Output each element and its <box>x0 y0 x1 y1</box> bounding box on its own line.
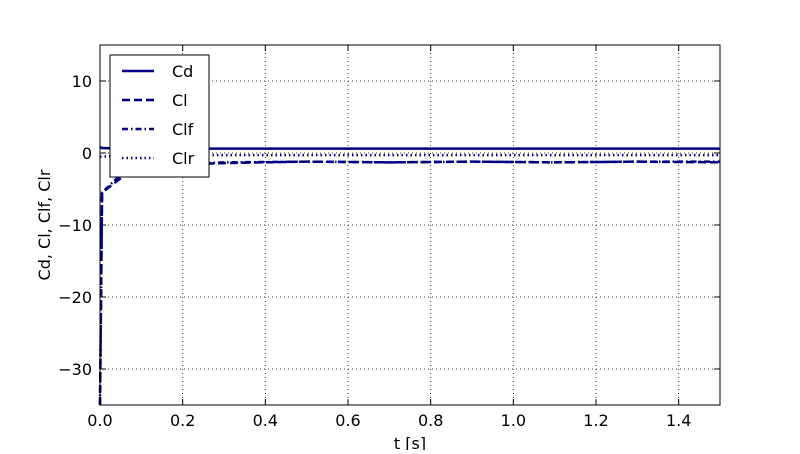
y-tick-label: −10 <box>58 216 92 235</box>
legend-box <box>109 54 210 178</box>
series-line <box>98 160 721 406</box>
x-tick-label: 0.2 <box>170 411 195 430</box>
y-tick-label: −20 <box>58 288 92 307</box>
y-tick-label: 0 <box>82 144 92 163</box>
legend-label: Clf <box>172 120 194 139</box>
y-tick-label: 10 <box>72 72 92 91</box>
legend-label: Clr <box>172 149 195 168</box>
x-tick-label: 0.4 <box>253 411 278 430</box>
x-axis-label: t [s] <box>394 434 426 450</box>
x-tick-label: 0.6 <box>335 411 360 430</box>
series-line <box>100 153 720 158</box>
x-tick-label: 1.0 <box>501 411 526 430</box>
x-tick-label: 1.2 <box>583 411 608 430</box>
x-tick-label: 0.8 <box>418 411 443 430</box>
y-axis-label: Cd, Cl, Clf, Clr <box>35 169 54 280</box>
legend-label: Cl <box>172 91 188 110</box>
series-line <box>98 160 720 406</box>
plot-frame <box>99 44 721 406</box>
legend-label: Cd <box>172 62 193 81</box>
y-tick-label: −30 <box>58 360 92 379</box>
x-tick-label: 0.0 <box>87 411 112 430</box>
x-tick-label: 1.4 <box>666 411 691 430</box>
